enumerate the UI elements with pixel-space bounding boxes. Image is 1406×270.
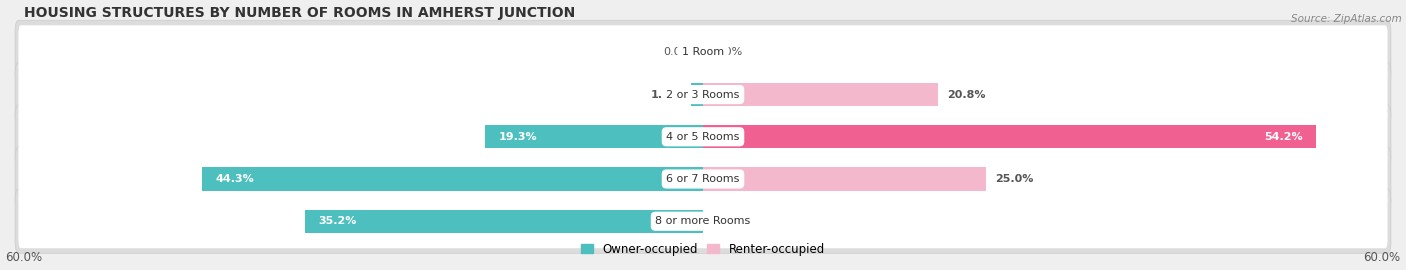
Text: 8 or more Rooms: 8 or more Rooms <box>655 216 751 226</box>
Bar <box>201 167 703 191</box>
Bar <box>485 125 703 148</box>
FancyBboxPatch shape <box>18 110 1388 164</box>
FancyBboxPatch shape <box>15 189 1391 253</box>
Text: 1.1%: 1.1% <box>651 90 682 100</box>
FancyBboxPatch shape <box>15 62 1391 127</box>
Text: 25.0%: 25.0% <box>995 174 1033 184</box>
Text: 1 Room: 1 Room <box>682 47 724 57</box>
FancyBboxPatch shape <box>18 152 1388 206</box>
Text: Source: ZipAtlas.com: Source: ZipAtlas.com <box>1291 14 1402 23</box>
Text: 20.8%: 20.8% <box>948 90 986 100</box>
Bar <box>703 125 1316 148</box>
Text: HOUSING STRUCTURES BY NUMBER OF ROOMS IN AMHERST JUNCTION: HOUSING STRUCTURES BY NUMBER OF ROOMS IN… <box>24 6 575 19</box>
Text: 44.3%: 44.3% <box>215 174 254 184</box>
Text: 0.0%: 0.0% <box>714 216 742 226</box>
Text: 35.2%: 35.2% <box>318 216 357 226</box>
Text: 0.0%: 0.0% <box>714 47 742 57</box>
FancyBboxPatch shape <box>15 20 1391 85</box>
Text: 19.3%: 19.3% <box>498 132 537 142</box>
FancyBboxPatch shape <box>18 25 1388 79</box>
Bar <box>690 83 703 106</box>
Text: 4 or 5 Rooms: 4 or 5 Rooms <box>666 132 740 142</box>
FancyBboxPatch shape <box>18 68 1388 122</box>
Bar <box>703 167 986 191</box>
Bar <box>703 83 938 106</box>
FancyBboxPatch shape <box>15 105 1391 169</box>
Text: 0.0%: 0.0% <box>664 47 692 57</box>
Text: 6 or 7 Rooms: 6 or 7 Rooms <box>666 174 740 184</box>
Legend: Owner-occupied, Renter-occupied: Owner-occupied, Renter-occupied <box>576 238 830 261</box>
Bar <box>305 210 703 233</box>
FancyBboxPatch shape <box>15 147 1391 211</box>
Text: 2 or 3 Rooms: 2 or 3 Rooms <box>666 90 740 100</box>
Text: 54.2%: 54.2% <box>1264 132 1303 142</box>
FancyBboxPatch shape <box>18 194 1388 248</box>
